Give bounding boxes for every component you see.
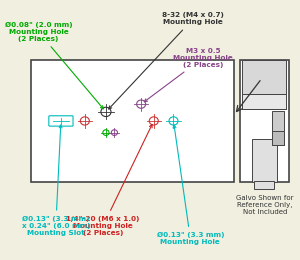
Bar <box>272 131 284 145</box>
Bar <box>242 60 286 94</box>
Bar <box>32 60 234 182</box>
Bar <box>254 180 274 189</box>
Text: Ø0.13" (3.3 mm)
Mounting Hole: Ø0.13" (3.3 mm) Mounting Hole <box>157 125 224 245</box>
Text: 8-32 (M4 x 0.7)
Mounting Hole: 8-32 (M4 x 0.7) Mounting Hole <box>109 12 224 109</box>
Text: Galvo Shown for
Reference Only,
Not Included: Galvo Shown for Reference Only, Not Incl… <box>236 195 294 215</box>
Text: Ø0.08" (2.0 mm)
Mounting Hole
(2 Places): Ø0.08" (2.0 mm) Mounting Hole (2 Places) <box>4 22 103 109</box>
Text: M3 x 0.5
Mounting Hole
(2 Places): M3 x 0.5 Mounting Hole (2 Places) <box>144 48 233 102</box>
Text: 1/4"-20 (M6 x 1.0)
Mounting Hole
(2 Places): 1/4"-20 (M6 x 1.0) Mounting Hole (2 Plac… <box>66 125 152 236</box>
Bar <box>240 60 289 182</box>
Bar <box>242 94 286 109</box>
FancyBboxPatch shape <box>49 116 73 126</box>
Text: Ø0.13" (3.3 mm)
x 0.24" (6.0 mm)
Mounting Slot: Ø0.13" (3.3 mm) x 0.24" (6.0 mm) Mountin… <box>22 125 90 236</box>
Bar <box>272 111 284 145</box>
Bar <box>252 139 277 182</box>
